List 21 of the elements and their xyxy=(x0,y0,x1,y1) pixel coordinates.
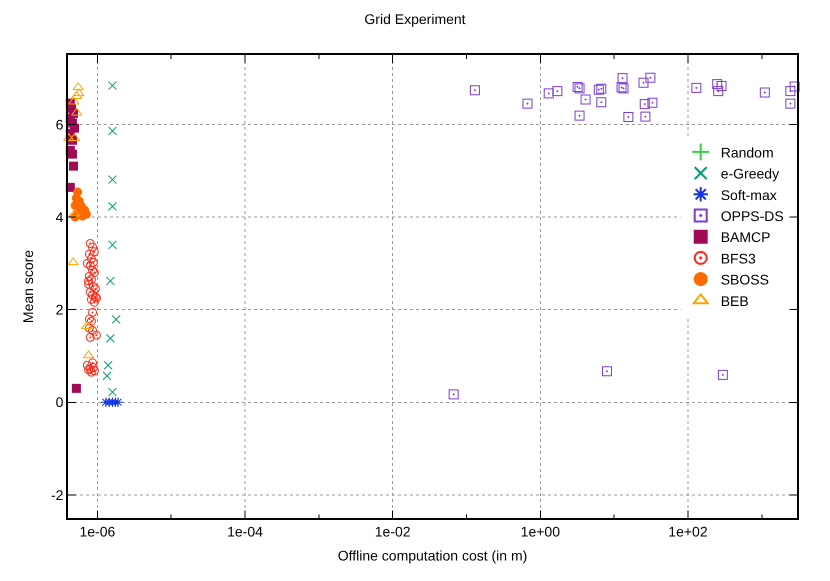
legend-label: OPPS-DS xyxy=(720,208,784,224)
legend-label: Random xyxy=(720,144,774,160)
legend-label: Soft-max xyxy=(720,186,777,203)
y-axis-title: Mean score xyxy=(20,250,36,324)
x-tick-label: 1e-02 xyxy=(374,524,411,540)
y-tick-label: 4 xyxy=(56,208,64,225)
chart-title: Grid Experiment xyxy=(364,10,466,27)
legend-label: BAMCP xyxy=(720,229,771,246)
legend-label: BFS3 xyxy=(720,250,756,266)
legend-label: e-Greedy xyxy=(720,166,780,182)
x-tick-label: 1e+00 xyxy=(520,524,560,540)
y-tick-label: 0 xyxy=(56,394,64,410)
x-tick-label: 1e+02 xyxy=(668,524,708,540)
legend-label: SBOSS xyxy=(720,272,769,288)
x-axis-title: Offline computation cost (in m) xyxy=(338,547,528,564)
x-tick-label: 1e-06 xyxy=(79,524,116,540)
y-tick-label: 6 xyxy=(56,116,64,132)
x-tick-label: 1e-04 xyxy=(227,524,264,540)
legend-label: BEB xyxy=(720,292,749,309)
y-tick-label: 2 xyxy=(56,302,64,318)
y-tick-label: -2 xyxy=(50,486,64,503)
